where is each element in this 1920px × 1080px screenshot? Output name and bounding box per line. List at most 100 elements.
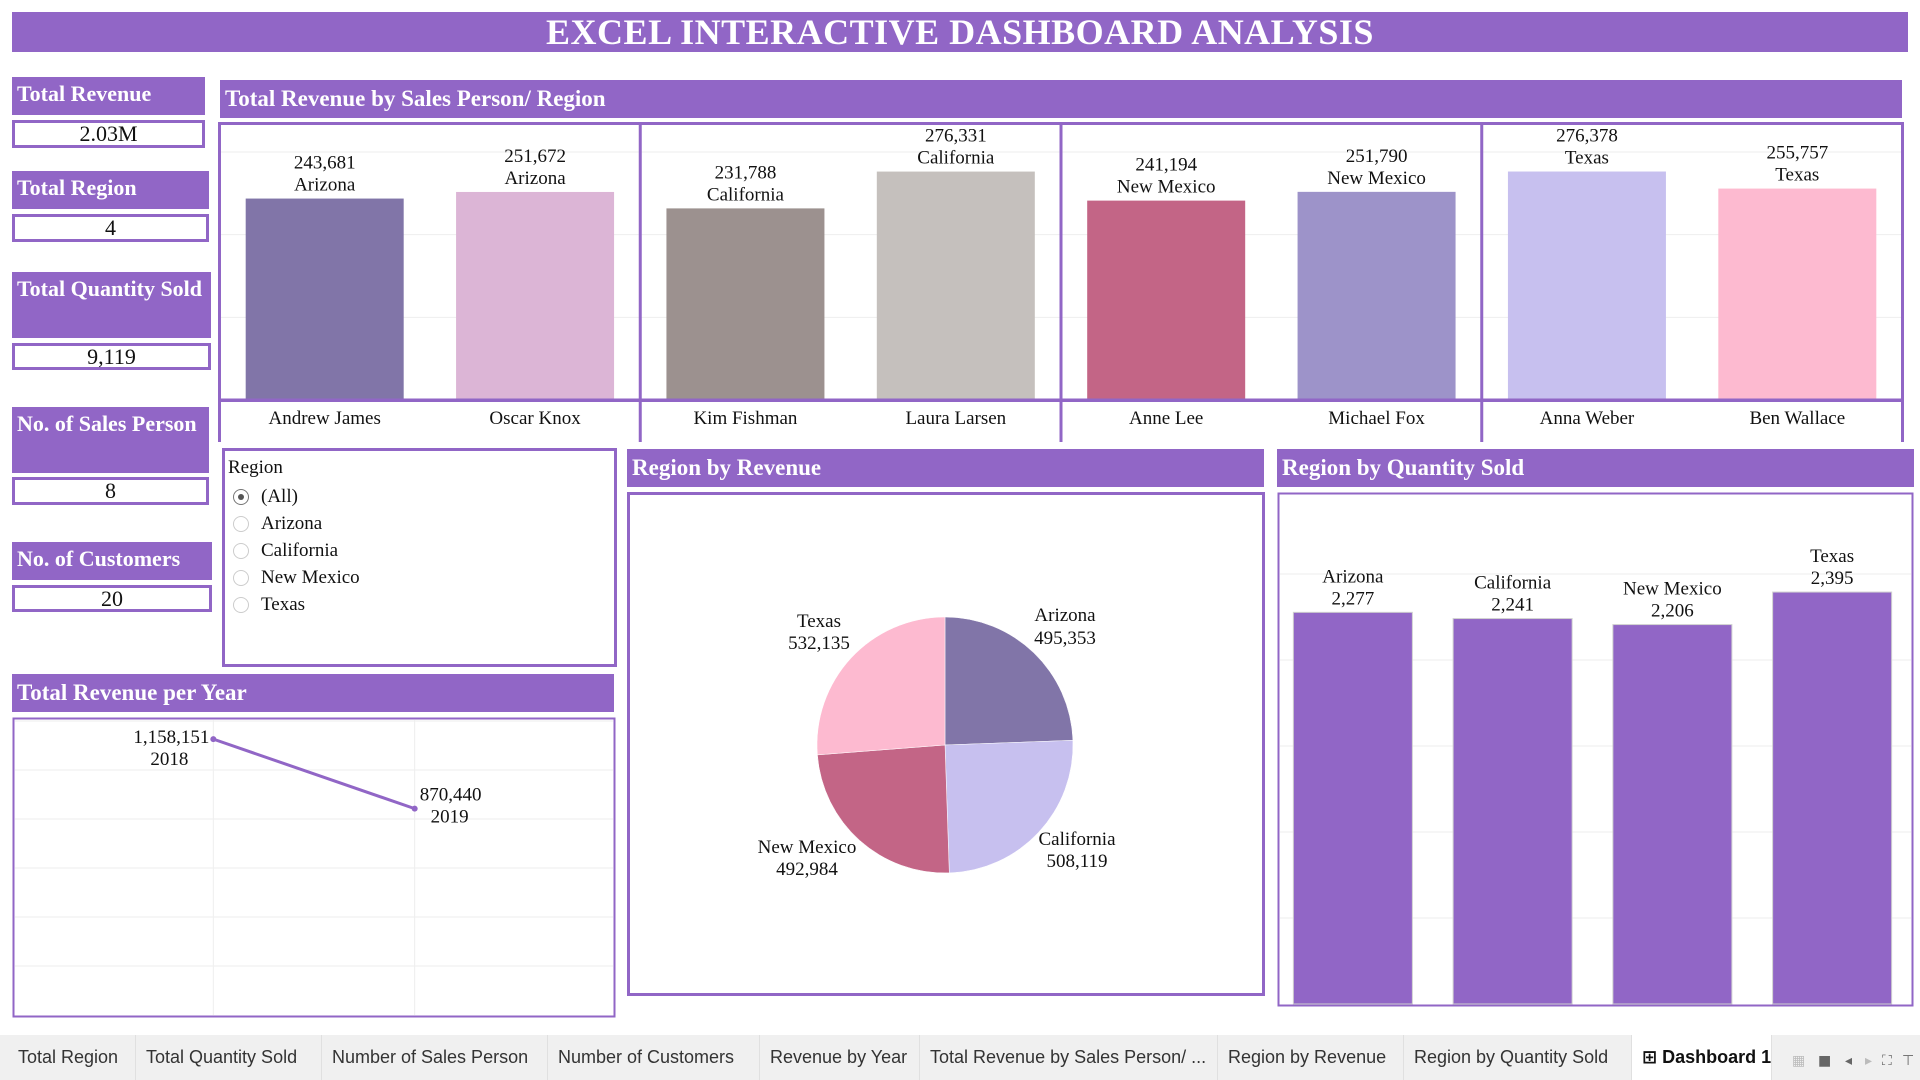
region-option-arizona[interactable]: Arizona [225, 510, 614, 537]
qty-bar-region-label: Arizona [1322, 566, 1384, 587]
sheet-tab-number-of-sales-person[interactable]: Number of Sales Person [322, 1035, 548, 1080]
bar-region-label: Texas [1565, 148, 1609, 169]
bar-kim-fishman[interactable] [666, 208, 825, 400]
bar-region-label: Arizona [504, 168, 566, 189]
bar-anne-lee[interactable] [1087, 200, 1246, 400]
x-axis-label: Ben Wallace [1749, 408, 1845, 429]
sheet-tab-bar: Total Region Total Quantity Sold Number of… [0, 1035, 1920, 1080]
sheet-tab-region-by-quantity-sold[interactable]: Region by Quantity Sold [1404, 1035, 1632, 1080]
pie-slice-new-mexico[interactable] [817, 744, 950, 874]
qty-bar-texas[interactable] [1772, 591, 1893, 1005]
region-filter-title: Region [228, 457, 283, 478]
revenue-per-year-title: Total Revenue per Year [12, 674, 614, 712]
qty-bar-value-label: 2,277 [1332, 588, 1375, 609]
bar-region-label: California [917, 148, 995, 169]
bar-andrew-james[interactable] [245, 198, 404, 400]
qty-bar-region-label: New Mexico [1623, 579, 1722, 600]
kpi-total-region-label: Total Region [12, 171, 209, 209]
presentation-mode-icon[interactable]: ⊤ [1902, 1053, 1915, 1069]
previous-sheet-icon[interactable]: ◂ [1845, 1053, 1853, 1069]
qty-bar-value-label: 2,206 [1651, 601, 1694, 622]
pie-label-value: 492,984 [776, 859, 838, 880]
x-axis-label: Andrew James [268, 408, 380, 429]
region-option-label: Texas [261, 593, 306, 615]
region-option-label: California [261, 539, 339, 561]
sales-person-chart-title: Total Revenue by Sales Person/ Region [220, 80, 1902, 118]
sheet-tab-dashboard-1[interactable]: ⊞ Dashboard 1 [1632, 1035, 1772, 1080]
qty-bar-region-label: Texas [1810, 546, 1854, 567]
bar-oscar-knox[interactable] [456, 191, 615, 400]
sheet-tab-total-quantity-sold[interactable]: Total Quantity Sold [136, 1035, 322, 1080]
qty-bar-new-mexico[interactable] [1612, 624, 1733, 1005]
pie-slice-california[interactable] [944, 740, 1074, 874]
region-option-new-mexico[interactable]: New Mexico [225, 564, 614, 591]
bar-value-label: 231,788 [715, 162, 777, 183]
region-option-california[interactable]: California [225, 537, 614, 564]
sheet-tab-number-of-customers[interactable]: Number of Customers [548, 1035, 760, 1080]
qty-bar-value-label: 2,241 [1491, 595, 1534, 616]
bar-region-label: Arizona [294, 175, 356, 196]
region-option-label: (All) [261, 485, 298, 507]
bar-value-label: 251,672 [504, 146, 566, 167]
next-sheet-icon[interactable]: ▸ [1865, 1053, 1873, 1069]
point-value-label: 1,158,151 [133, 727, 209, 748]
pie-label-value: 508,119 [1046, 851, 1107, 872]
region-filter: Region (All) Arizona California New Mexico T… [222, 448, 617, 667]
kpi-sales-person-label: No. of Sales Person [12, 407, 209, 473]
pie-label-region: New Mexico [758, 837, 857, 858]
region-revenue-title: Region by Revenue [627, 449, 1264, 487]
point-year-label: 2019 [431, 807, 469, 828]
point-year-label: 2018 [150, 749, 188, 770]
sheet-tab-total-revenue-by-sales-person[interactable]: Total Revenue by Sales Person/ ... [920, 1035, 1218, 1080]
radio-button[interactable] [233, 515, 249, 532]
show-tabs-icon[interactable]: ■ [1818, 1053, 1832, 1069]
bar-ben-wallace[interactable] [1718, 188, 1877, 400]
region-option-texas[interactable]: Texas [225, 591, 614, 618]
region-quantity-title: Region by Quantity Sold [1277, 449, 1914, 487]
dashboard-title: EXCEL INTERACTIVE DASHBOARD ANALYSIS [12, 12, 1908, 52]
radio-button[interactable] [233, 542, 249, 559]
region-option-label: Arizona [261, 512, 323, 534]
x-axis-label: Anne Lee [1129, 408, 1203, 429]
sheet-tab-total-region[interactable]: Total Region [8, 1035, 136, 1080]
radio-button[interactable] [233, 488, 249, 505]
data-point-2018[interactable] [210, 736, 217, 743]
bar-value-label: 243,681 [294, 153, 356, 174]
pie-slice-texas[interactable] [816, 616, 946, 756]
kpi-customers-label: No. of Customers [12, 542, 212, 580]
pie-slice-arizona[interactable] [944, 616, 1074, 746]
qty-bar-california[interactable] [1452, 618, 1573, 1005]
bar-laura-larsen[interactable] [876, 171, 1035, 400]
bar-region-label: New Mexico [1327, 168, 1426, 189]
show-sheet-sorter-icon[interactable]: ▦ [1792, 1053, 1806, 1069]
sheet-tab-region-by-revenue[interactable]: Region by Revenue [1218, 1035, 1404, 1080]
bar-region-label: New Mexico [1117, 177, 1216, 198]
radio-button[interactable] [233, 596, 249, 613]
bar-value-label: 276,331 [925, 126, 987, 147]
bar-value-label: 255,757 [1766, 143, 1828, 164]
x-axis-label: Anna Weber [1540, 408, 1635, 429]
sheet-tab-revenue-by-year[interactable]: Revenue by Year [760, 1035, 920, 1080]
kpi-total-region-value: 4 [12, 214, 209, 242]
region-option-all[interactable]: (All) [225, 483, 614, 510]
qty-bar-arizona[interactable] [1292, 611, 1413, 1005]
kpi-sales-person-value: 8 [12, 477, 209, 505]
pie-label-region: Arizona [1034, 605, 1096, 626]
fit-screen-icon[interactable]: ⛶ [1882, 1053, 1892, 1069]
x-axis-label: Laura Larsen [905, 408, 1006, 429]
pie-label-value: 495,353 [1034, 628, 1096, 649]
radio-button[interactable] [233, 569, 249, 586]
kpi-total-quantity-label: Total Quantity Sold [12, 272, 211, 338]
data-point-2019[interactable] [411, 805, 418, 812]
qty-bar-region-label: California [1474, 573, 1552, 594]
bar-region-label: California [707, 184, 785, 205]
x-axis-label: Oscar Knox [489, 408, 581, 429]
bar-michael-fox[interactable] [1297, 191, 1456, 400]
bar-anna-weber[interactable] [1507, 171, 1666, 400]
region-option-label: New Mexico [261, 566, 360, 588]
pie-label-value: 532,135 [788, 633, 850, 654]
